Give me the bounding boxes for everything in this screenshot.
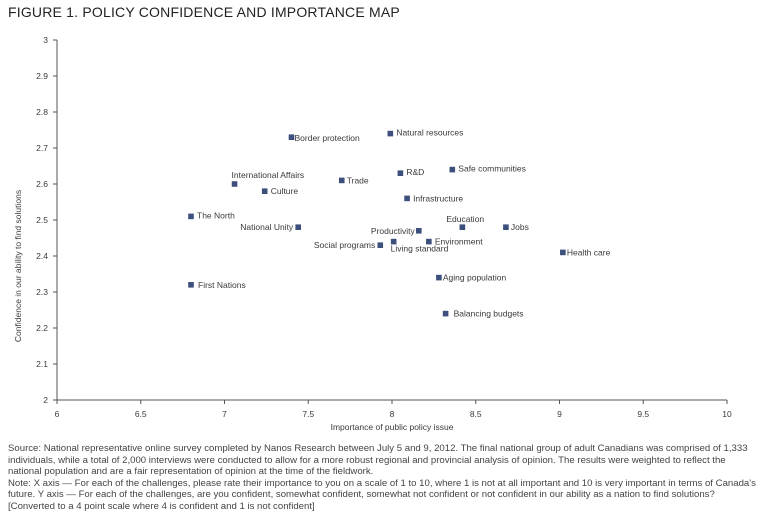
data-point-marker	[390, 238, 397, 245]
x-tick-label: 8.5	[470, 409, 482, 419]
x-tick-label: 8	[390, 409, 395, 419]
data-point-label: National Unity	[240, 222, 294, 232]
data-point-marker	[426, 238, 432, 245]
x-tick-label: 6.5	[135, 409, 147, 419]
y-tick-label: 2.2	[36, 323, 48, 333]
data-point-marker	[442, 310, 449, 317]
data-point-label: Aging population	[443, 273, 507, 283]
y-axis-label: Confidence in our ability to find soluti…	[13, 190, 23, 342]
data-point-marker	[387, 130, 394, 137]
x-tick-label: 9	[557, 409, 562, 419]
x-tick-label: 7.5	[302, 409, 314, 419]
x-tick-label: 9.5	[637, 409, 649, 419]
data-point-label: Environment	[435, 237, 483, 247]
data-point-label: Jobs	[511, 222, 529, 232]
data-point-label: Culture	[271, 186, 299, 196]
data-point-label: R&D	[406, 167, 424, 177]
data-point-label: Border protection	[295, 133, 360, 143]
data-point-marker	[188, 213, 194, 220]
data-point-marker	[231, 181, 238, 187]
source-note: Source: National representative online s…	[8, 443, 748, 478]
data-point-marker	[459, 224, 466, 230]
data-point-label: Social programs	[314, 240, 375, 250]
data-point-marker	[295, 224, 301, 230]
x-tick-label: 10	[722, 409, 732, 419]
figure-notes: Source: National representative online s…	[8, 443, 760, 513]
x-tick-label: 7	[222, 409, 227, 419]
scatter-chart: 2 2.1 2.2 2.3 2.4 2.5 2.6 2.7 2.8 2.9 3 6 6.5 7 7.5 8 8.…	[13, 35, 732, 432]
y-tick-label: 2.5	[36, 215, 48, 225]
data-point-marker	[404, 195, 410, 202]
y-tick-label: 2.4	[36, 251, 48, 261]
data-point-marker	[436, 274, 442, 281]
data-point-marker	[188, 282, 194, 288]
x-tick-label: 6	[55, 409, 60, 419]
y-tick-label: 2.9	[36, 71, 48, 81]
chart-points: Border protection Natural resources R&D Saf…	[188, 128, 611, 319]
data-point-marker	[288, 134, 295, 140]
y-tick-label: 2	[43, 395, 48, 405]
data-point-marker	[560, 249, 566, 256]
y-tick-label: 2.7	[36, 143, 48, 153]
y-tick-label: 2.3	[36, 287, 48, 297]
chart-axes: 2 2.1 2.2 2.3 2.4 2.5 2.6 2.7 2.8 2.9 3 6 6.5 7 7.5 8 8.…	[36, 35, 732, 419]
data-point-label: Natural resources	[396, 128, 463, 138]
data-point-label: First Nations	[198, 280, 246, 290]
data-point-marker	[338, 177, 345, 184]
y-tick-label: 2.6	[36, 179, 48, 189]
data-point-label: The North	[197, 210, 235, 220]
data-point-marker	[377, 242, 384, 248]
data-point-label: Productivity	[371, 226, 416, 236]
data-point-marker	[261, 188, 268, 194]
data-point-label: Living standard	[391, 244, 449, 254]
y-tick-label: 2.8	[36, 107, 48, 117]
data-point-marker	[397, 170, 404, 176]
data-point-label: International Affairs	[232, 170, 305, 180]
data-point-label: Education	[446, 214, 484, 224]
data-point-label: Health care	[567, 247, 611, 257]
x-axis-label: Importance of public policy issue	[331, 422, 454, 432]
data-point-label: Balancing budgets	[454, 309, 524, 319]
data-point-label: Trade	[347, 175, 369, 185]
y-tick-label: 2.1	[36, 359, 48, 369]
data-point-marker	[416, 228, 422, 234]
data-point-label: Infrastructure	[413, 193, 463, 203]
y-tick-label: 3	[43, 35, 48, 45]
data-point-marker	[503, 224, 509, 230]
axis-note: Note: X axis — For each of the challenge…	[8, 477, 756, 512]
data-point-marker	[449, 166, 456, 173]
data-point-label: Safe communities	[458, 164, 526, 174]
figure-title: FIGURE 1. POLICY CONFIDENCE AND IMPORTAN…	[8, 4, 400, 20]
